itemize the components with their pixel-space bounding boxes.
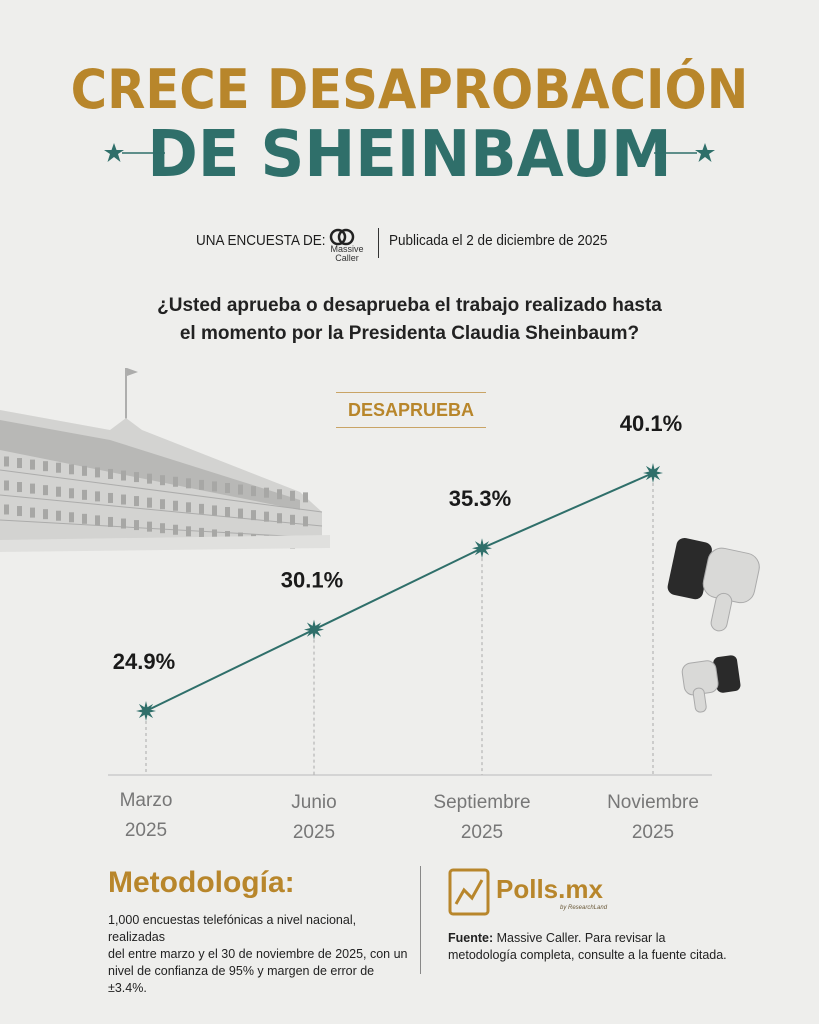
- x-tick-label: 2025: [461, 822, 503, 843]
- data-label: 30.1%: [281, 568, 343, 593]
- x-tick-label: 2025: [632, 822, 674, 843]
- title-line-1: CRECE DESAPROBACIÓN: [70, 58, 749, 121]
- ornament-left: [104, 143, 715, 162]
- thumbs-down-icon: [667, 537, 760, 632]
- x-tick-label: Junio: [291, 792, 336, 813]
- polls-brand: Polls.mx: [496, 874, 603, 904]
- massive-caller-logo-text: Massive Caller: [327, 245, 367, 263]
- data-label: 35.3%: [449, 486, 511, 511]
- publication-date: Publicada el 2 de diciembre de 2025: [389, 232, 608, 249]
- logo-word-1: Massive: [330, 244, 364, 254]
- data-label: 40.1%: [620, 411, 682, 436]
- series-line: [145, 472, 654, 712]
- ornament-star-icon: [104, 143, 715, 162]
- logo-word-2: Caller: [335, 253, 359, 263]
- methodology-line-3: nivel de confianza de 95% y margen de er…: [108, 964, 375, 995]
- polls-brand-sub: by ResearchLand: [560, 905, 608, 911]
- data-label: 24.9%: [113, 649, 175, 674]
- methodology-text: 1,000 encuestas telefónicas a nivel naci…: [108, 912, 408, 997]
- national-palace-illustration: [0, 368, 330, 552]
- polls-chart-logo-icon: [448, 868, 490, 916]
- x-tick-label: Septiembre: [433, 792, 530, 813]
- source-line-1: Fuente: Massive Caller. Para revisar la: [448, 930, 748, 947]
- survey-question: ¿Usted aprueba o desaprueba el trabajo r…: [0, 292, 819, 348]
- methodology-line-2: del entre marzo y el 30 de noviembre de …: [108, 947, 408, 961]
- source-line-1-text: Massive Caller. Para revisar la: [493, 931, 666, 945]
- footer-divider: [420, 866, 421, 974]
- source-line-2: metodología completa, consulte a la fuen…: [448, 948, 727, 962]
- methodology-title: Metodología:: [108, 866, 295, 899]
- separator: [378, 228, 379, 258]
- line-chart: 24.9% Marzo 2025 30.1% Junio 2025 35.3% Septiem…: [0, 368, 760, 843]
- title-line-2: DE SHEINBAUM: [147, 118, 672, 192]
- data-point: [304, 619, 324, 640]
- data-point: [136, 701, 156, 721]
- x-tick-label: Marzo: [120, 790, 173, 811]
- question-line-2: el momento por la Presidenta Claudia She…: [179, 323, 640, 344]
- survey-label: UNA ENCUESTA DE:: [196, 232, 326, 249]
- data-point: [643, 463, 663, 483]
- massive-caller-logo-icon: [329, 228, 355, 246]
- question-line-1: ¿Usted aprueba o desaprueba el trabajo r…: [157, 295, 662, 316]
- methodology-line-1: 1,000 encuestas telefónicas a nivel naci…: [108, 913, 357, 944]
- x-tick-label: Noviembre: [607, 792, 699, 813]
- x-tick-label: 2025: [125, 820, 167, 841]
- x-tick-label: 2025: [293, 822, 335, 843]
- series-badge: DESAPRUEBA: [336, 392, 486, 428]
- data-point: [472, 538, 492, 559]
- source-label: Fuente:: [448, 931, 494, 945]
- thumbs-down-icon-small: [681, 655, 741, 713]
- survey-info: UNA ENCUESTA DE: Massive Caller Publicad…: [0, 228, 819, 263]
- source-text: Fuente: Massive Caller. Para revisar la …: [448, 930, 748, 964]
